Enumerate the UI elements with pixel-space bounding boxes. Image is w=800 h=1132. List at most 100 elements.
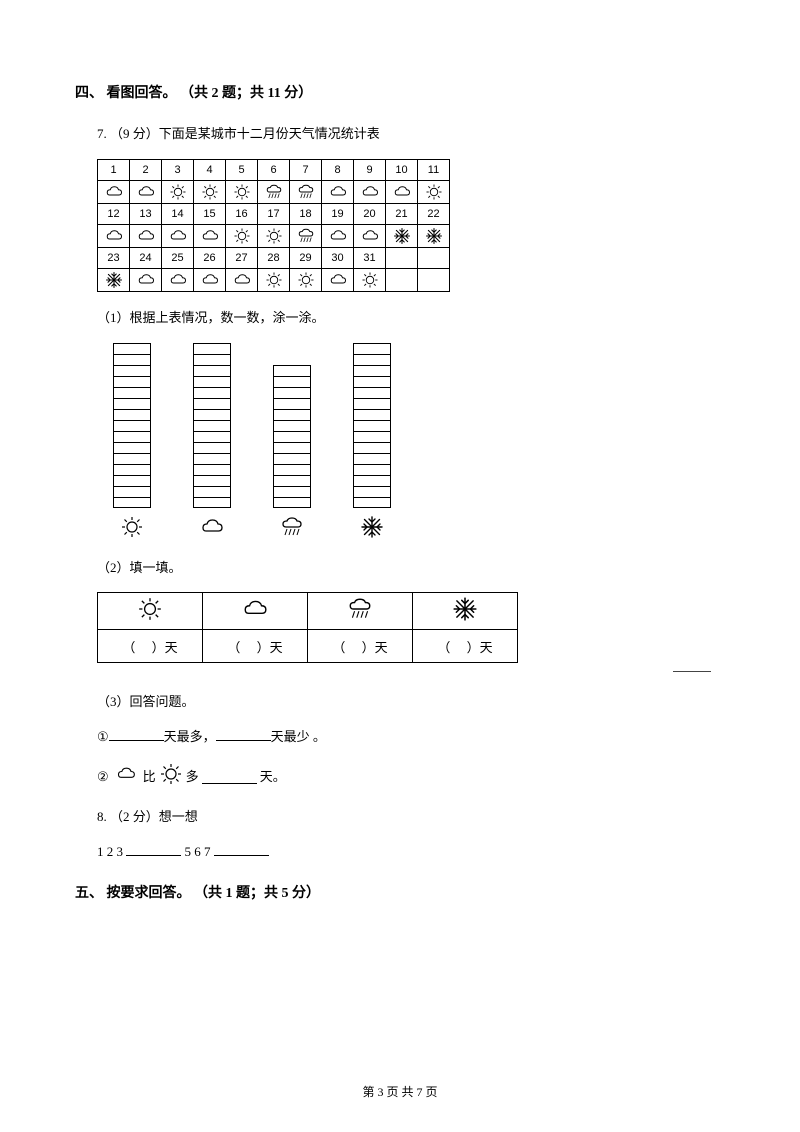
sun-icon bbox=[194, 180, 226, 203]
day-number: 2 bbox=[130, 159, 162, 180]
cloud-icon bbox=[226, 268, 258, 291]
section-4-title: 四、 看图回答。 （共 2 题；共 11 分） bbox=[75, 82, 725, 102]
sun-icon bbox=[290, 268, 322, 291]
q7-sub2: （2）填一填。 bbox=[97, 558, 725, 579]
day-number: 29 bbox=[290, 247, 322, 268]
cloud-icon bbox=[130, 180, 162, 203]
bar-column bbox=[353, 343, 391, 540]
bar-cell bbox=[113, 497, 151, 508]
day-number: 19 bbox=[322, 203, 354, 224]
sun-icon bbox=[226, 180, 258, 203]
rain-icon bbox=[279, 514, 305, 540]
sun-icon bbox=[162, 180, 194, 203]
bar-cell bbox=[273, 365, 311, 376]
section-5-title: 五、 按要求回答。 （共 1 题；共 5 分） bbox=[75, 882, 725, 902]
q7-line2: ② 比 多天。 bbox=[97, 762, 725, 793]
bar-cell bbox=[113, 486, 151, 497]
table-underline bbox=[673, 671, 711, 672]
bar-cell bbox=[353, 475, 391, 486]
blank[interactable] bbox=[214, 842, 269, 856]
fill-cell[interactable]: （ ）天 bbox=[203, 630, 308, 663]
q7-line1: ①天最多，天最少 。 bbox=[97, 727, 725, 748]
cloud-icon bbox=[162, 224, 194, 247]
cloud-icon bbox=[354, 224, 386, 247]
day-number: 25 bbox=[162, 247, 194, 268]
q8-prompt: 8. （2 分）想一想 bbox=[97, 807, 725, 828]
day-number: 31 bbox=[354, 247, 386, 268]
blank[interactable] bbox=[216, 727, 271, 741]
cloud-icon bbox=[386, 180, 418, 203]
blank[interactable] bbox=[202, 770, 257, 784]
fill-cell[interactable]: （ ）天 bbox=[308, 630, 413, 663]
bar-cell bbox=[193, 343, 231, 354]
cloud-icon bbox=[199, 514, 225, 540]
bar-cell bbox=[113, 387, 151, 398]
seq-b: 5 6 7 bbox=[185, 844, 211, 859]
snow-icon bbox=[386, 224, 418, 247]
q7-sub1: （1）根据上表情况，数一数，涂一涂。 bbox=[97, 308, 725, 329]
bar-cell bbox=[273, 497, 311, 508]
bar-chart bbox=[113, 343, 725, 540]
rain-icon bbox=[290, 224, 322, 247]
bar-cell bbox=[353, 453, 391, 464]
day-number: 27 bbox=[226, 247, 258, 268]
bar-cell bbox=[113, 376, 151, 387]
bar-cell bbox=[113, 431, 151, 442]
cloud-icon bbox=[112, 764, 140, 791]
day-number: 10 bbox=[386, 159, 418, 180]
day-number: 16 bbox=[226, 203, 258, 224]
bar-cell bbox=[353, 486, 391, 497]
bar-cell bbox=[113, 442, 151, 453]
bar-cell bbox=[113, 354, 151, 365]
q7-line2-label: ② bbox=[97, 767, 109, 788]
bar-cell bbox=[353, 464, 391, 475]
blank[interactable] bbox=[126, 842, 181, 856]
bar-cell bbox=[353, 442, 391, 453]
bar-cell bbox=[353, 343, 391, 354]
bar-cell bbox=[193, 398, 231, 409]
bar-cell bbox=[193, 486, 231, 497]
day-number: 6 bbox=[258, 159, 290, 180]
sun-icon bbox=[258, 268, 290, 291]
day-number: 7 bbox=[290, 159, 322, 180]
bar-cell bbox=[353, 376, 391, 387]
day-number: 20 bbox=[354, 203, 386, 224]
day-number: 23 bbox=[98, 247, 130, 268]
bar-column bbox=[193, 343, 231, 540]
bar-cell bbox=[353, 398, 391, 409]
bar-cell bbox=[113, 464, 151, 475]
bar-cell bbox=[193, 365, 231, 376]
bar-cell bbox=[193, 453, 231, 464]
day-number: 24 bbox=[130, 247, 162, 268]
bar-cell bbox=[193, 475, 231, 486]
cloud-icon bbox=[130, 224, 162, 247]
day-number: 28 bbox=[258, 247, 290, 268]
rain-icon bbox=[290, 180, 322, 203]
day-number: 8 bbox=[322, 159, 354, 180]
bar-cell bbox=[353, 409, 391, 420]
fill-cell[interactable]: （ ）天 bbox=[98, 630, 203, 663]
q7-line1-label: ① bbox=[97, 729, 109, 744]
day-number: 3 bbox=[162, 159, 194, 180]
bar-cell bbox=[353, 431, 391, 442]
bar-cell bbox=[113, 420, 151, 431]
snow-icon bbox=[98, 268, 130, 291]
day-number: 15 bbox=[194, 203, 226, 224]
bar-cell bbox=[193, 354, 231, 365]
sun-icon bbox=[258, 224, 290, 247]
day-number: 30 bbox=[322, 247, 354, 268]
bar-cell bbox=[273, 409, 311, 420]
empty-cell bbox=[386, 247, 418, 268]
day-number: 1 bbox=[98, 159, 130, 180]
fill-cell[interactable]: （ ）天 bbox=[413, 630, 518, 663]
blank[interactable] bbox=[109, 727, 164, 741]
cloud-icon bbox=[322, 268, 354, 291]
bar-cell bbox=[353, 354, 391, 365]
bar-cell bbox=[113, 475, 151, 486]
cloud-icon bbox=[203, 593, 308, 630]
day-number: 26 bbox=[194, 247, 226, 268]
q7-sub3: （3）回答问题。 bbox=[97, 692, 725, 713]
bar-cell bbox=[273, 376, 311, 387]
day-number: 21 bbox=[386, 203, 418, 224]
bar-cell bbox=[193, 376, 231, 387]
